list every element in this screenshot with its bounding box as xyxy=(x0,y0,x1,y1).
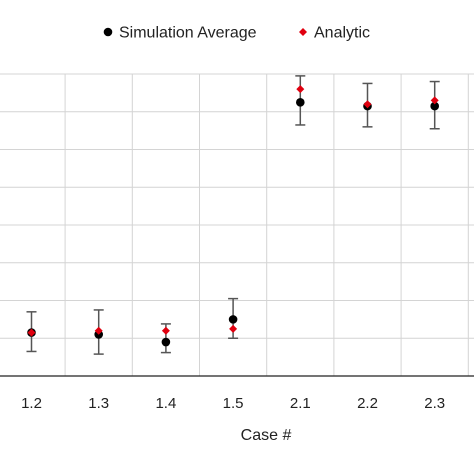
x-tick-label: 2.1 xyxy=(290,395,311,412)
x-tick-label: 1.3 xyxy=(88,395,109,412)
legend-analytic-label: Analytic xyxy=(314,25,370,42)
analytic-point xyxy=(94,326,103,335)
x-tick-label: 2.2 xyxy=(357,395,378,412)
legend-analytic-marker xyxy=(299,28,307,36)
grid xyxy=(0,73,474,376)
sim-avg-point xyxy=(228,315,238,324)
analytic-point xyxy=(229,324,238,333)
x-tick-label: 1.4 xyxy=(155,395,176,412)
legend-sim-marker xyxy=(103,27,113,37)
sim-avg-point xyxy=(430,101,440,111)
sim-avg-point xyxy=(161,337,171,347)
sim-avg-point xyxy=(296,98,305,107)
marks xyxy=(26,75,440,355)
legend: Simulation Average Analytic xyxy=(103,25,370,42)
x-tick-label: 1.5 xyxy=(223,395,244,412)
x-tick-labels: 1.2 1.3 1.4 1.5 2.1 2.2 2.3 xyxy=(21,395,445,412)
analytic-point xyxy=(430,96,439,105)
analytic-point xyxy=(161,326,170,335)
x-tick-label: 2.3 xyxy=(424,395,445,412)
analytic-point xyxy=(296,85,305,94)
x-tick-label: 1.2 xyxy=(21,395,42,412)
analytic-point xyxy=(27,328,36,337)
legend-sim-label: Simulation Average xyxy=(119,25,257,42)
x-axis-title: Case # xyxy=(241,427,292,444)
analytic-point xyxy=(363,100,372,109)
